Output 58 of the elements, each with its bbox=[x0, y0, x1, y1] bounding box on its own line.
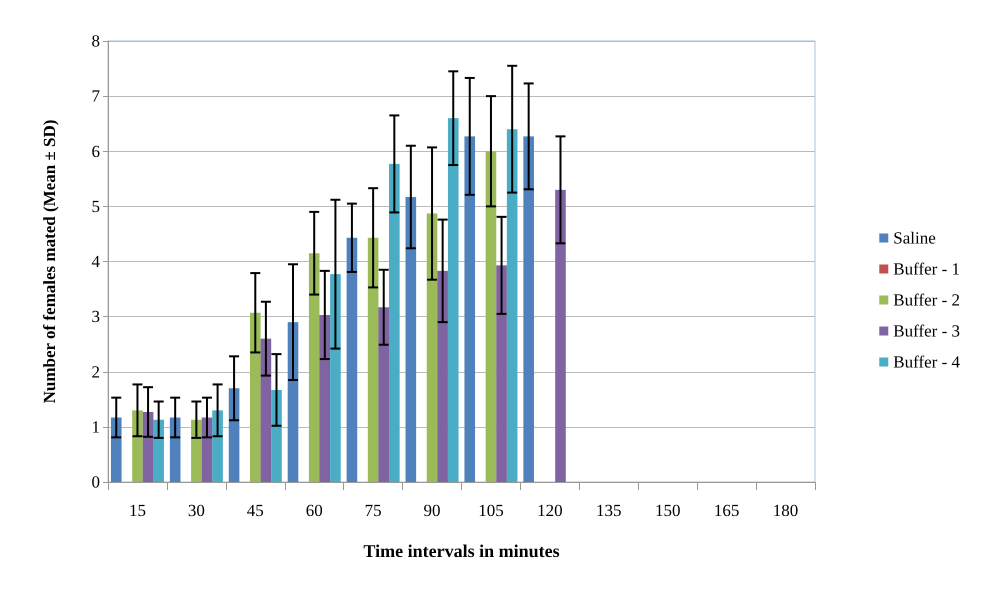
bar bbox=[153, 420, 164, 482]
bar bbox=[250, 312, 261, 482]
y-tick-label: 4 bbox=[92, 252, 100, 271]
bar bbox=[132, 410, 143, 482]
x-tick-label: 180 bbox=[772, 501, 798, 520]
x-axis-title: Time intervals in minutes bbox=[363, 541, 560, 561]
bar bbox=[346, 238, 358, 482]
y-tick-label: 3 bbox=[92, 307, 100, 326]
bar bbox=[496, 265, 507, 482]
y-tick-label: 1 bbox=[92, 417, 100, 436]
bar bbox=[448, 118, 459, 482]
bar bbox=[202, 418, 212, 482]
x-tick-label: 165 bbox=[714, 501, 740, 520]
y-tick-label: 6 bbox=[92, 142, 100, 161]
y-tick-label: 2 bbox=[92, 362, 100, 382]
legend-label: Buffer - 2 bbox=[893, 290, 960, 310]
bar bbox=[212, 410, 223, 482]
bar bbox=[437, 270, 448, 482]
bar bbox=[406, 197, 416, 482]
legend-label: Buffer - 3 bbox=[893, 322, 960, 340]
x-tick-label: 105 bbox=[478, 501, 504, 520]
bar bbox=[389, 164, 400, 482]
legend-label: Buffer - 4 bbox=[893, 352, 960, 372]
bar bbox=[271, 390, 282, 482]
bar bbox=[506, 129, 518, 482]
legend-label: Saline bbox=[893, 228, 936, 248]
x-tick-label: 75 bbox=[364, 501, 382, 520]
bar bbox=[368, 238, 378, 482]
bar bbox=[555, 190, 566, 482]
bar bbox=[320, 314, 330, 482]
bar bbox=[228, 388, 240, 482]
x-tick-label: 45 bbox=[246, 501, 264, 520]
y-tick-label: 8 bbox=[92, 32, 100, 50]
x-tick-label: 30 bbox=[188, 501, 205, 520]
bar bbox=[170, 418, 180, 482]
x-tick-label: 135 bbox=[596, 501, 622, 520]
x-tick-label: 120 bbox=[537, 501, 563, 520]
y-tick-label: 5 bbox=[92, 196, 100, 216]
bar bbox=[260, 338, 272, 482]
x-tick-label: 90 bbox=[424, 501, 441, 520]
y-tick-label: 7 bbox=[92, 86, 100, 106]
x-tick-label: 60 bbox=[306, 501, 323, 520]
bar bbox=[191, 420, 202, 482]
bar bbox=[378, 307, 390, 482]
bar bbox=[308, 253, 320, 482]
bar bbox=[142, 412, 154, 482]
x-tick-label: 15 bbox=[128, 501, 146, 520]
bar bbox=[464, 136, 476, 482]
bar bbox=[330, 274, 341, 482]
bar bbox=[523, 136, 534, 482]
y-tick-label: 0 bbox=[92, 472, 100, 492]
bar bbox=[288, 322, 298, 482]
legend-label: Buffer - 1 bbox=[893, 260, 960, 278]
bar bbox=[110, 418, 122, 482]
y-axis-title: Number of females mated (Mean ± SD) bbox=[40, 120, 59, 404]
bar bbox=[486, 151, 496, 482]
bar bbox=[426, 214, 438, 482]
x-tick-label: 150 bbox=[654, 501, 680, 520]
